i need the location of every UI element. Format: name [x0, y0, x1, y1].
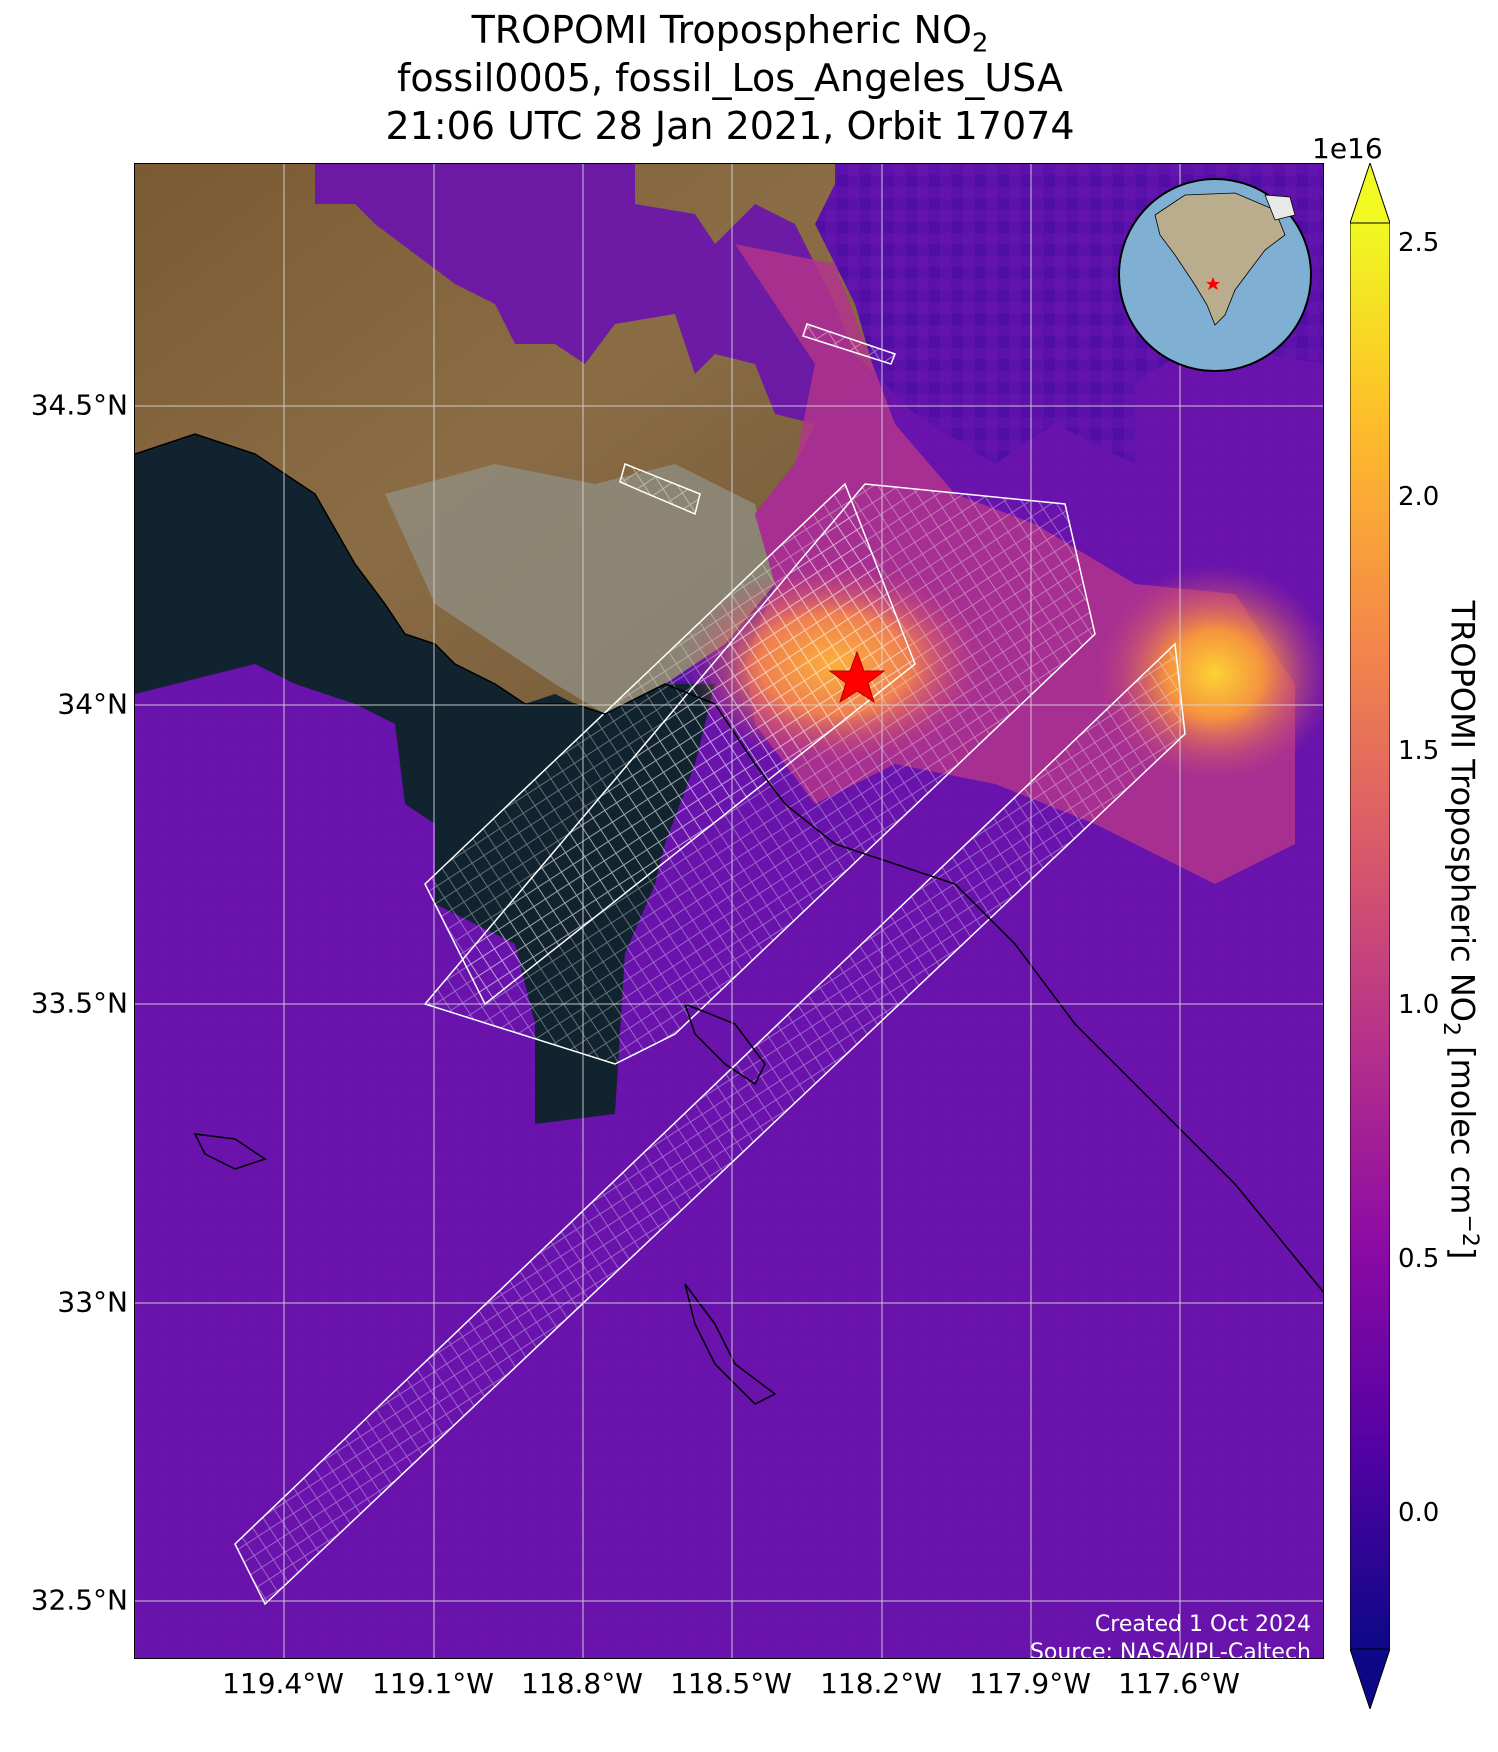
credit-created: Created 1 Oct 2024	[1094, 1612, 1311, 1637]
colorbar-tick-0.0: 0.0	[1398, 1498, 1440, 1528]
colorbar-tick-1.0: 1.0	[1398, 990, 1440, 1020]
colorbar-tick-2.0: 2.0	[1398, 482, 1440, 512]
map-title-line3: 21:06 UTC 28 Jan 2021, Orbit 17074	[385, 104, 1075, 148]
lon-label-118.5: 118.5°W	[670, 1667, 792, 1700]
lat-label-33: 33°N	[57, 1285, 128, 1319]
colorbar-body	[1350, 222, 1390, 1650]
colorbar-extend-min	[1350, 1648, 1390, 1709]
title-no2-text: TROPOMI Tropospheric NO	[471, 8, 972, 52]
colorbar-extend-max	[1350, 163, 1390, 224]
map-canvas	[135, 164, 1323, 1658]
lat-label-32.5: 32.5°N	[30, 1583, 128, 1617]
island-santa-catalina	[683, 1002, 766, 1086]
island-san-clemente	[684, 1283, 777, 1405]
colorbar-title-subscript: 2	[1437, 1021, 1463, 1036]
target-grid-swath-mid	[423, 483, 1096, 1065]
title-no2-subscript: 2	[971, 28, 989, 59]
lon-label-119.1: 119.1°W	[372, 1667, 494, 1700]
lon-label-118.2: 118.2°W	[820, 1667, 942, 1700]
lat-label-34: 34°N	[57, 687, 128, 721]
globe-greenland	[1264, 194, 1296, 221]
inset-globe-map	[1118, 178, 1312, 372]
lon-label-118.8: 118.8°W	[521, 1667, 643, 1700]
lat-label-33.5: 33.5°N	[30, 986, 128, 1020]
lat-label-34.5: 34.5°N	[30, 388, 128, 422]
red-star-icon	[828, 650, 886, 704]
gridlines	[135, 164, 1323, 1658]
globe-red-star-icon	[1206, 277, 1220, 290]
map-title-line2: fossil0005, fossil_Los_Angeles_USA	[396, 56, 1064, 100]
colorbar-tick-1.5: 1.5	[1398, 736, 1440, 766]
credit-source: Source: NASA/JPL-Caltech	[1029, 1640, 1311, 1659]
coastline	[135, 433, 1323, 1293]
lon-label-117.6: 117.6°W	[1118, 1667, 1240, 1700]
colorbar-title-superscript: −2	[1457, 1214, 1483, 1247]
target-grid-swath-small-a	[619, 462, 701, 516]
colorbar-title-main: TROPOMI Tropospheric NO	[1443, 600, 1482, 1022]
target-grid-swath-long	[234, 642, 1186, 1606]
map-title-line1: TROPOMI Tropospheric NO2	[0, 6, 1460, 68]
globe-landmass	[1154, 192, 1286, 326]
colorbar-title-unit-a: [molec cm	[1443, 1035, 1482, 1215]
colorbar-tick-2.5: 2.5	[1398, 228, 1440, 258]
island-santa-barbara	[193, 1133, 267, 1170]
map-panel: Created 1 Oct 2024 Source: NASA/JPL-Calt…	[134, 163, 1324, 1659]
lon-label-119.4: 119.4°W	[222, 1667, 344, 1700]
colorbar-title: TROPOMI Tropospheric NO2 [molec cm−2]	[1438, 601, 1482, 1260]
colorbar-title-unit-b: ]	[1443, 1246, 1482, 1260]
lon-label-117.9: 117.9°W	[969, 1667, 1091, 1700]
colorbar-scale-label: 1e16	[1312, 132, 1383, 165]
colorbar	[1350, 163, 1390, 1709]
target-grid-swath-small-b	[802, 323, 896, 365]
colorbar-tick-0.5: 0.5	[1398, 1244, 1440, 1274]
